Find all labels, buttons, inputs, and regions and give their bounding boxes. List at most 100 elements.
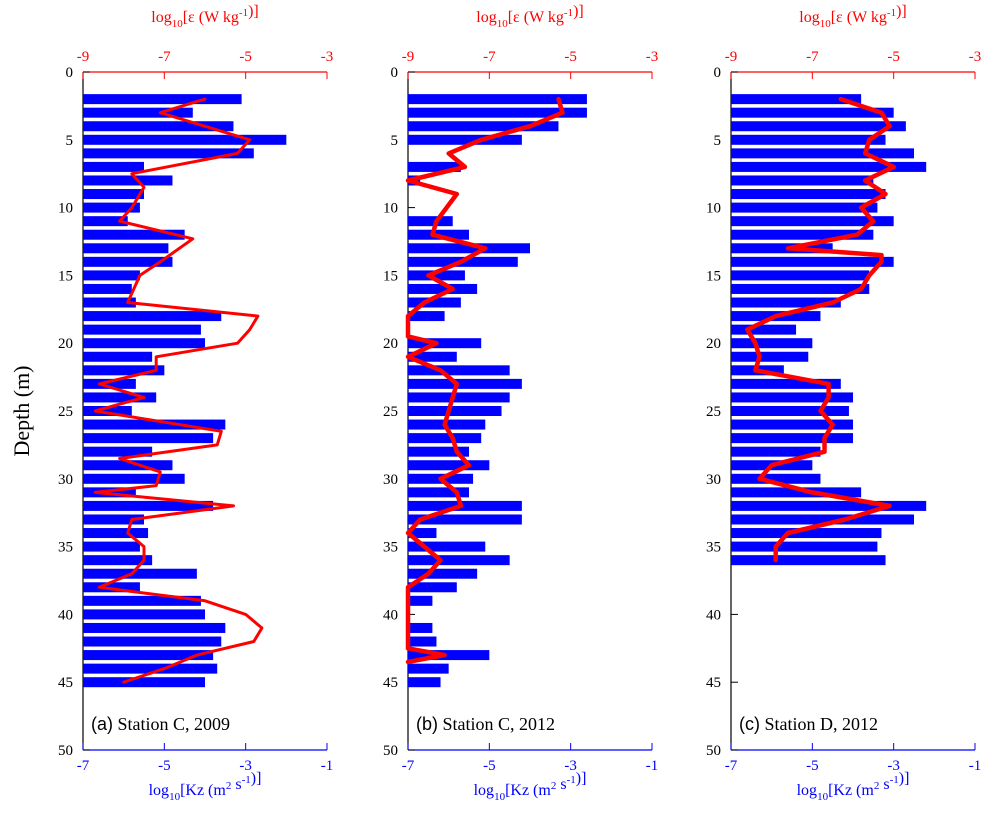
x-top-tick-label: -7 — [806, 49, 819, 65]
x-top-tick-label: -3 — [321, 49, 334, 65]
kz-bar — [83, 121, 234, 132]
kz-bar — [83, 650, 214, 661]
kz-bar — [408, 216, 453, 227]
kz-bar — [408, 378, 522, 389]
y-tick-label: 25 — [58, 404, 73, 420]
y-tick-label: 25 — [383, 404, 398, 420]
x-top-tick-label: -9 — [402, 49, 415, 65]
kz-bar — [83, 243, 169, 254]
epsilon-line — [93, 97, 264, 684]
x-top-tick-label: -9 — [725, 49, 738, 65]
kz-bar — [83, 148, 254, 159]
x-bottom-tick-label: -3 — [239, 758, 252, 774]
kz-bar — [83, 663, 218, 674]
kz-bar — [83, 216, 128, 227]
kz-bar — [731, 419, 853, 430]
kz-bar — [83, 406, 132, 416]
kz-bar — [408, 121, 559, 132]
kz-bar — [83, 161, 144, 172]
x-top-tick-label: -5 — [887, 49, 900, 65]
kz-bar — [408, 541, 486, 552]
kz-bar — [408, 595, 433, 606]
y-tick-label: 30 — [58, 472, 73, 488]
kz-bar — [731, 175, 874, 186]
kz-bar — [408, 351, 457, 362]
kz-bar — [83, 473, 185, 484]
kz-bar — [731, 500, 927, 511]
y-tick-label: 25 — [706, 404, 721, 420]
kz-bar — [83, 189, 144, 200]
kz-bar — [731, 161, 927, 172]
kz-bar — [408, 311, 445, 322]
y-tick-label: 15 — [58, 268, 73, 284]
kz-bar — [408, 161, 461, 172]
kz-bar — [408, 460, 490, 471]
y-tick-label: 10 — [706, 201, 721, 217]
kz-bar — [731, 229, 874, 240]
x-top-tick-label: -7 — [158, 49, 171, 65]
kz-bar — [731, 392, 853, 403]
y-tick-label: 45 — [706, 675, 721, 691]
kz-bar — [731, 148, 914, 159]
kz-bar — [731, 351, 809, 362]
kz-bar — [731, 541, 878, 552]
y-tick-label: 50 — [706, 743, 721, 759]
x-bottom-axis-label: log10[Kz (m2 s-1)] — [149, 770, 262, 803]
kz-bar — [83, 514, 144, 525]
kz-bar — [83, 256, 173, 267]
y-tick-label: 50 — [383, 743, 398, 759]
kz-bar — [83, 528, 149, 539]
x-bottom-axis-label: log10[Kz (m2 s-1)] — [474, 770, 587, 803]
kz-bar — [83, 622, 226, 633]
kz-bar — [731, 378, 841, 389]
kz-bar — [83, 460, 173, 471]
y-tick-label: 35 — [58, 540, 73, 556]
x-bottom-tick-label: -5 — [158, 758, 171, 774]
kz-bar — [83, 595, 201, 606]
kz-bar — [408, 107, 587, 118]
kz-bar — [83, 94, 242, 105]
x-bottom-tick-label: -3 — [887, 758, 900, 774]
kz-bar — [408, 528, 437, 539]
kz-bar — [408, 446, 469, 457]
kz-bar — [731, 406, 849, 416]
kz-bar — [731, 94, 862, 105]
x-bottom-tick-label: -1 — [646, 758, 659, 774]
kz-bar — [731, 338, 813, 349]
kz-bar — [408, 433, 482, 444]
y-tick-label: 5 — [714, 133, 722, 149]
kz-bar — [408, 406, 502, 416]
y-tick-label: 40 — [383, 607, 398, 623]
kz-bar — [83, 107, 193, 118]
y-tick-label: 35 — [706, 540, 721, 556]
kz-bar — [731, 297, 841, 308]
kz-bar — [408, 636, 437, 647]
kz-bar — [83, 555, 153, 566]
kz-bar — [83, 134, 287, 145]
kz-bar — [731, 283, 870, 294]
kz-bar — [731, 202, 878, 213]
kz-bar — [83, 582, 140, 593]
kz-bar — [83, 229, 185, 240]
x-bottom-tick-label: -3 — [564, 758, 577, 774]
kz-bar — [83, 324, 201, 335]
kz-bar — [731, 433, 853, 444]
y-tick-label: 0 — [714, 65, 722, 81]
kz-bar — [731, 446, 821, 457]
x-top-tick-label: -3 — [969, 49, 982, 65]
y-tick-label: 10 — [383, 201, 398, 217]
kz-bar — [83, 392, 157, 403]
kz-bar — [408, 270, 465, 281]
x-top-tick-label: -9 — [77, 49, 90, 65]
kz-bar — [83, 365, 165, 376]
kz-bar — [408, 582, 457, 593]
y-axis-label: Depth (m) — [9, 365, 34, 456]
x-top-tick-label: -3 — [646, 49, 659, 65]
kz-bar — [83, 419, 226, 430]
y-tick-label: 30 — [706, 472, 721, 488]
y-tick-label: 40 — [706, 607, 721, 623]
y-tick-label: 40 — [58, 607, 73, 623]
kz-bar — [408, 392, 510, 403]
